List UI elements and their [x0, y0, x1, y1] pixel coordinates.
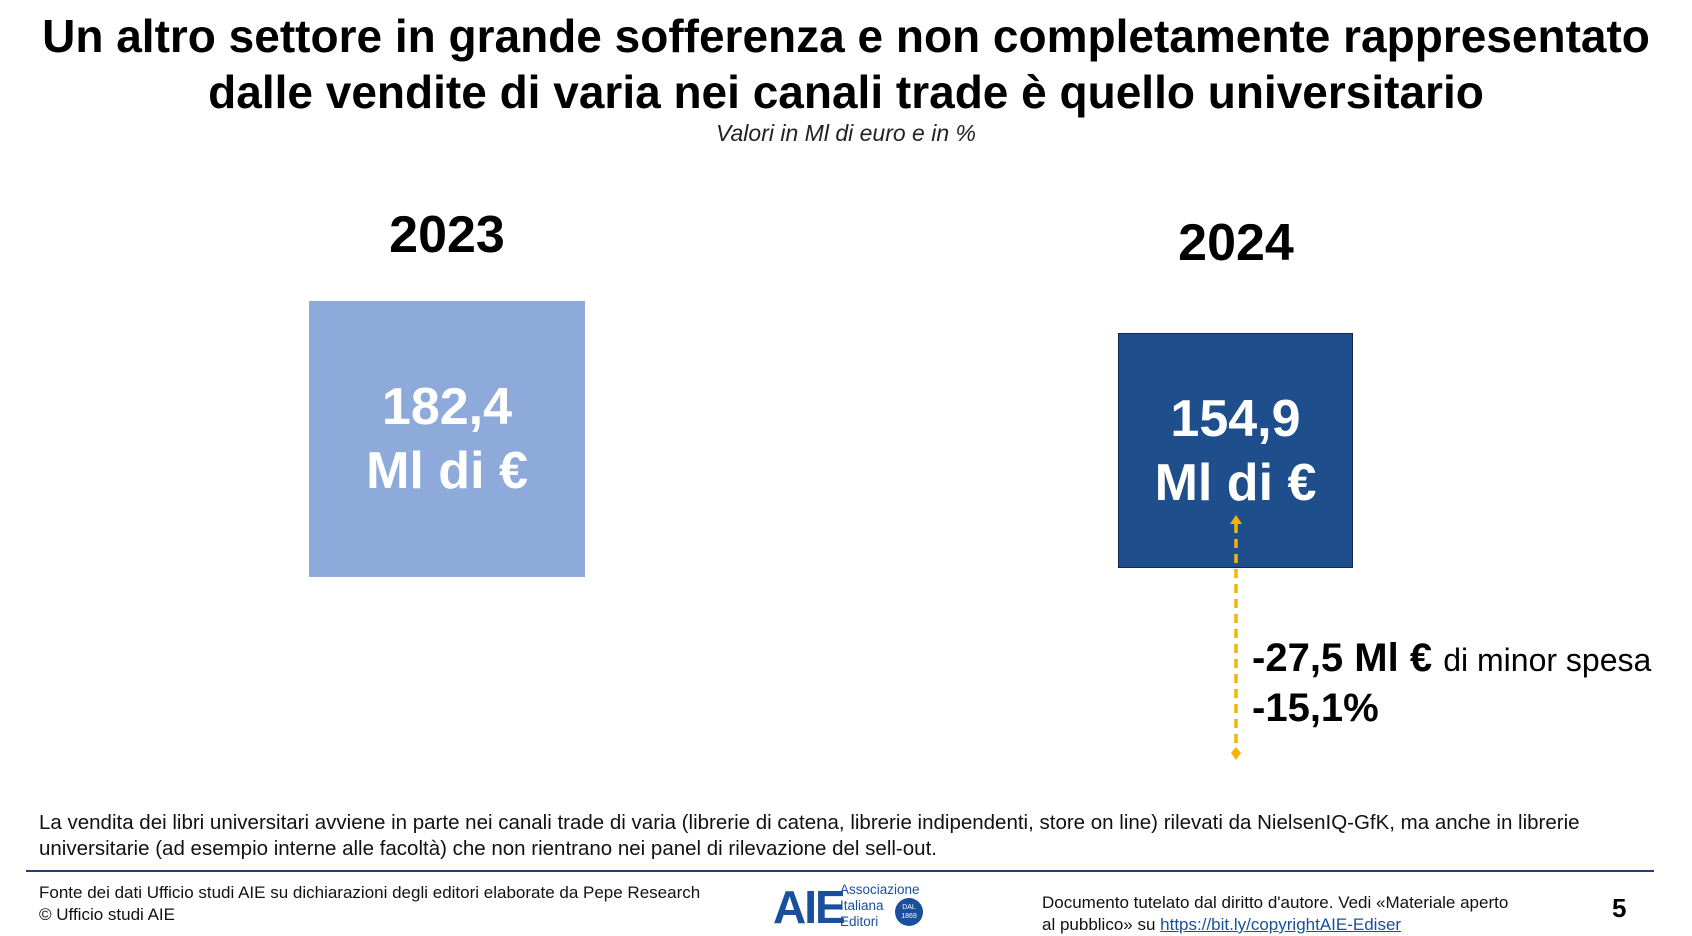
page-number: 5: [1612, 893, 1627, 923]
copyright-text: Documento tutelato dal diritto d'autore.…: [1042, 893, 1509, 934]
footer-divider: [26, 870, 1654, 872]
aie-seal-icon: DAL 1869: [895, 898, 923, 926]
delta-note: di minor spesa: [1443, 642, 1652, 678]
aie-logo-text: Associazione Italiana Editori: [840, 882, 920, 930]
delta-value-row: -27,5 Ml € di minor spesa: [1252, 636, 1651, 681]
page-subtitle: Valori in Ml di euro e in %: [716, 120, 976, 146]
source-line-2: © Ufficio studi AIE: [39, 905, 175, 924]
seal-line-2: 1869: [901, 913, 917, 920]
seal-line-1: DAL: [902, 904, 916, 911]
bar-2023-value: 182,4: [381, 378, 513, 436]
bar-2024-unit: Ml di €: [1154, 453, 1317, 512]
logo-line-3: Editori: [840, 914, 879, 929]
copyright-notice: Documento tutelato dal diritto d'autore.…: [1042, 892, 1512, 936]
delta-value: -27,5 Ml €: [1252, 636, 1433, 680]
year-label-2024: 2024: [1178, 214, 1294, 272]
logo-line-2: Italiana: [840, 898, 884, 913]
aie-logo-mark: AIE: [773, 881, 846, 933]
title-line-1: Un altro settore in grande sofferenza e …: [42, 10, 1650, 62]
description-text: La vendita dei libri universitari avvien…: [39, 811, 1580, 860]
bar-2024-value: 154,9: [1170, 389, 1301, 448]
bar-2023-unit: Ml di €: [366, 442, 528, 500]
page-title: Un altro settore in grande sofferenza e …: [0, 8, 1692, 120]
year-label-2023: 2023: [389, 206, 505, 264]
delta-arrow-head-bottom: [1231, 747, 1241, 760]
title-line-2: dalle vendite di varia nei canali trade …: [208, 66, 1484, 118]
delta-arrow-head-top: [1230, 515, 1242, 524]
delta-percent: -15,1%: [1252, 686, 1379, 730]
copyright-link[interactable]: https://bit.ly/copyrightAIE-Ediser: [1160, 915, 1402, 934]
logo-line-1: Associazione: [840, 882, 920, 897]
footer-source: Fonte dei dati Ufficio studi AIE su dich…: [39, 882, 700, 926]
source-line-1: Fonte dei dati Ufficio studi AIE su dich…: [39, 883, 701, 902]
bar-2023: 182,4 Ml di €: [309, 301, 585, 577]
delta-arrow: [1230, 515, 1242, 760]
